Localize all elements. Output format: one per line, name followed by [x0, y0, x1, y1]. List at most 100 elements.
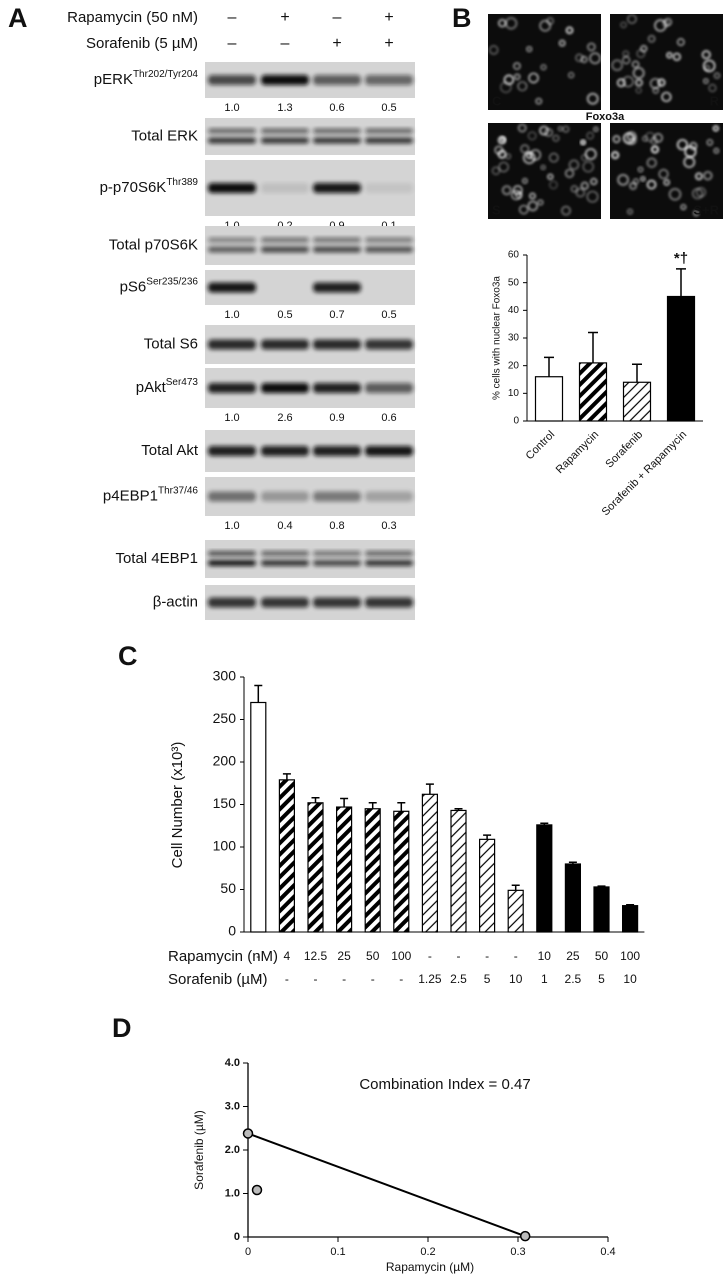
blot-label-main: pAkt: [136, 379, 167, 396]
quant-value: 0.8: [329, 520, 344, 532]
cell: [491, 166, 501, 176]
x-tick-label: 50: [595, 949, 609, 963]
x-tick-label: -: [457, 949, 461, 963]
y-tick-label: 50: [508, 277, 520, 288]
treatment-sign: +: [280, 9, 289, 26]
blot-band: [208, 237, 256, 243]
blot-label: Total Akt: [141, 442, 199, 459]
cell: [632, 66, 645, 80]
cell: [586, 92, 599, 105]
panel-label: B: [452, 3, 472, 33]
blot-band: [365, 560, 413, 566]
cell: [589, 52, 601, 65]
cell: [529, 149, 542, 161]
cell: [706, 139, 714, 146]
cell: [537, 199, 544, 206]
cell: [616, 78, 626, 88]
bar: [536, 824, 553, 933]
x-tick-label: 25: [337, 949, 351, 963]
blot-band: [261, 383, 309, 393]
blot-band: [261, 339, 309, 350]
y-tick-label: 100: [213, 838, 237, 854]
blot-label: pAktSer473: [136, 377, 199, 396]
blot-band: [365, 446, 413, 456]
cell: [580, 139, 586, 146]
y-tick-label: 300: [213, 668, 237, 684]
cell: [622, 50, 630, 58]
annotation: Combination Index = 0.47: [359, 1076, 530, 1093]
x-tick-label: -: [256, 949, 260, 963]
cell: [708, 84, 717, 93]
blot-band: [313, 597, 361, 608]
blot-label-main: pERK: [94, 71, 133, 88]
cell: [580, 181, 589, 190]
cell: [528, 72, 539, 84]
error-bar: [454, 808, 463, 811]
x-tick-label: 10: [509, 972, 523, 986]
blot-band: [313, 128, 361, 134]
x-tick-label: -: [514, 949, 518, 963]
cell: [684, 145, 697, 158]
cell: [640, 44, 648, 53]
cell: [582, 160, 594, 173]
quant-value: 0.4: [277, 520, 292, 532]
blot-band: [261, 75, 309, 85]
cell: [517, 123, 527, 133]
blot-strip: [205, 118, 415, 155]
x-tick-label: 1.25: [418, 972, 442, 986]
bar: [534, 376, 564, 422]
blot-label: Total p70S6K: [109, 236, 198, 253]
significance-mark: *†: [674, 250, 688, 267]
blot-band: [208, 491, 256, 502]
cell: [513, 73, 521, 81]
x-tick-label: -: [314, 972, 318, 986]
quant-value: 2.6: [277, 412, 292, 424]
treatment-name: Sorafenib (5 µM): [86, 35, 198, 52]
cell: [498, 18, 507, 28]
quant-value: 1.0: [224, 412, 239, 424]
y-tick-label: 3.0: [225, 1100, 240, 1112]
cell: [628, 137, 636, 144]
quant-value: 0.6: [329, 102, 344, 114]
blot-band: [313, 383, 361, 393]
cell: [587, 42, 596, 52]
blot-band: [208, 597, 256, 608]
blot-band: [261, 237, 309, 243]
cell: [515, 191, 523, 199]
y-tick-label: 200: [213, 753, 237, 769]
quant-value: 1.3: [277, 102, 292, 114]
blot-band: [208, 560, 256, 566]
bar: [278, 779, 295, 933]
blot-label: pERKThr202/Tyr204: [94, 69, 199, 88]
treatment-sign: –: [228, 9, 237, 26]
blot-band: [208, 137, 256, 144]
y-tick-label: 4.0: [225, 1057, 240, 1069]
blot-band: [313, 246, 361, 253]
cell: [540, 64, 547, 71]
quant-value: 0.5: [277, 309, 292, 321]
bar: [250, 701, 267, 933]
blot-band: [313, 551, 361, 556]
micrograph-label: C: [492, 93, 502, 108]
cell: [635, 87, 642, 94]
blot-band: [313, 183, 361, 193]
blot-band: [208, 446, 256, 456]
cell: [511, 190, 522, 201]
cell: [564, 168, 575, 178]
cell: [611, 151, 620, 160]
quant-value: 0.5: [381, 102, 396, 114]
blot-band: [261, 597, 309, 608]
micrograph-label: S+R: [693, 202, 719, 217]
blot-label-main: Total Akt: [141, 442, 199, 459]
blot-band: [313, 446, 361, 456]
bar: [421, 793, 438, 933]
cell: [627, 14, 637, 24]
y-tick-label: 40: [508, 305, 520, 316]
cell: [632, 178, 640, 185]
blot-band: [365, 75, 413, 85]
cell: [535, 97, 543, 105]
x-tick-label: -: [342, 972, 346, 986]
data-point: [242, 1128, 254, 1139]
x-tick-label: 25: [566, 949, 580, 963]
cell: [527, 131, 537, 141]
